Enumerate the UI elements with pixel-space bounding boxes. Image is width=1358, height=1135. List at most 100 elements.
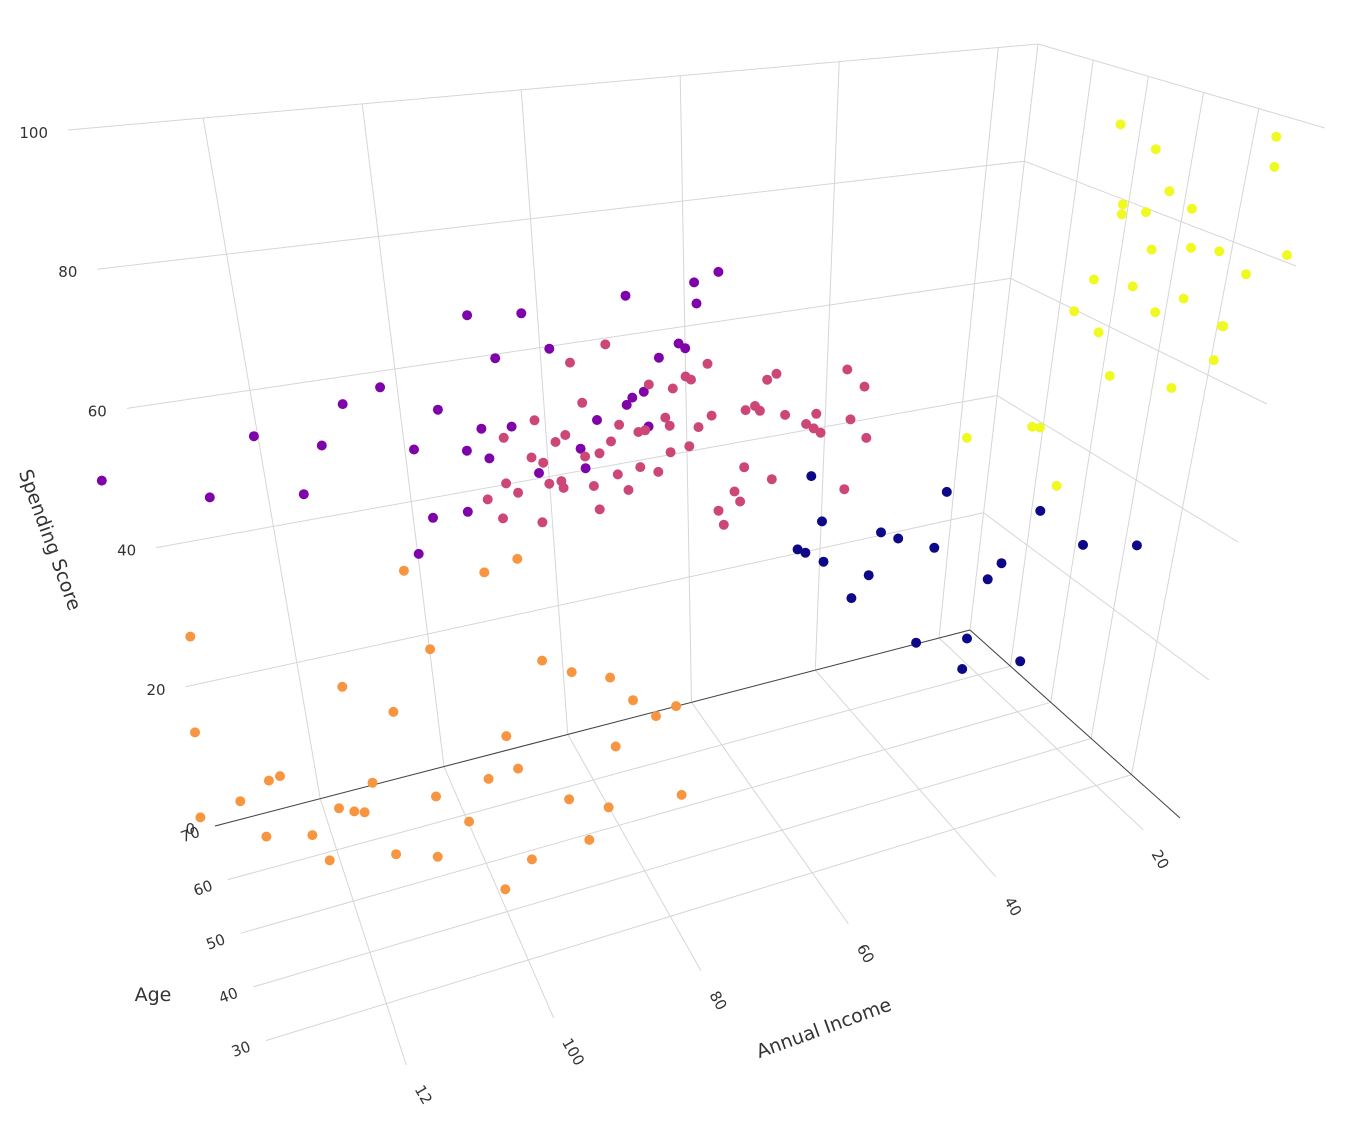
data-point-cluster-3 (628, 695, 638, 706)
data-point-cluster-3 (671, 701, 682, 712)
data-point-cluster-0 (1015, 656, 1026, 667)
data-point-cluster-4 (1150, 307, 1161, 318)
data-point-cluster-0 (982, 574, 993, 585)
gridline-floor-y (252, 737, 1092, 988)
data-point-cluster-4 (1186, 242, 1196, 253)
data-point-cluster-2 (859, 381, 870, 392)
gridline-back-x (679, 75, 693, 703)
data-point-cluster-1 (680, 343, 691, 354)
gridline-back-z (185, 512, 984, 688)
data-point-cluster-1 (691, 298, 702, 309)
gridline-floor-x (443, 766, 555, 1019)
data-point-cluster-1 (337, 399, 348, 410)
x-tick-label: 60 (853, 941, 878, 967)
data-point-cluster-0 (818, 556, 829, 567)
gridline-floor-y (227, 665, 1011, 881)
data-point-cluster-1 (476, 423, 487, 434)
data-point-cluster-1 (592, 415, 602, 425)
gridline-back-x (361, 103, 445, 767)
data-point-cluster-3 (398, 565, 409, 576)
gridline-floor-x (814, 669, 997, 878)
data-point-cluster-2 (845, 414, 856, 425)
data-point-cluster-2 (501, 478, 512, 489)
data-point-cluster-3 (359, 807, 370, 818)
data-point-cluster-2 (740, 405, 751, 416)
data-point-cluster-2 (538, 457, 549, 468)
data-point-cluster-1 (516, 308, 527, 319)
data-point-cluster-3 (263, 775, 274, 786)
data-point-cluster-0 (846, 593, 857, 604)
data-point-cluster-2 (771, 368, 782, 379)
tick-labels: 0 20 40 60 80 100 70 60 50 40 30 12 100 80 60 40 20 (19, 124, 1172, 1108)
axis-lines (214, 629, 1181, 827)
data-point-cluster-3 (605, 672, 616, 683)
data-point-cluster-4 (1241, 269, 1251, 280)
data-point-cluster-2 (606, 436, 616, 447)
data-point-cluster-1 (490, 353, 501, 364)
z-tick-label: 40 (117, 542, 136, 560)
data-point-cluster-0 (792, 544, 803, 555)
data-point-cluster-2 (811, 408, 822, 419)
data-point-cluster-1 (689, 277, 700, 288)
data-point-cluster-2 (667, 383, 678, 394)
data-point-cluster-3 (676, 789, 687, 800)
data-point-cluster-4 (1208, 355, 1219, 366)
data-point-cluster-4 (1088, 274, 1099, 285)
data-point-cluster-3 (501, 731, 512, 742)
data-point-cluster-2 (780, 409, 791, 420)
gridline-back-z (126, 277, 1011, 409)
data-point-cluster-4 (961, 432, 972, 443)
gridline-back-z (67, 43, 1039, 131)
data-point-cluster-3 (479, 567, 490, 578)
data-points (96, 119, 1292, 895)
data-point-cluster-3 (610, 741, 621, 752)
data-point-cluster-2 (643, 379, 654, 390)
data-point-cluster-1 (484, 453, 495, 464)
gridline-floor-y (240, 701, 1051, 934)
data-point-cluster-2 (684, 441, 695, 452)
data-point-cluster-3 (564, 794, 575, 805)
data-point-cluster-4 (1027, 421, 1038, 432)
data-point-cluster-0 (1035, 505, 1046, 516)
gridline-side-y (1009, 60, 1094, 667)
data-point-cluster-0 (1078, 539, 1088, 550)
data-point-cluster-2 (739, 462, 750, 473)
data-point-cluster-3 (500, 884, 511, 895)
data-point-cluster-1 (653, 352, 664, 363)
data-point-cluster-2 (526, 452, 537, 463)
data-point-cluster-0 (876, 527, 886, 538)
z-tick-label: 0 (185, 820, 195, 838)
gridline-side-z (1010, 277, 1268, 405)
data-point-cluster-3 (584, 834, 595, 845)
data-point-cluster-2 (735, 496, 746, 507)
gridline-floor-x (567, 734, 702, 972)
data-point-cluster-1 (428, 512, 438, 523)
data-point-cluster-4 (1218, 321, 1229, 332)
data-point-cluster-3 (512, 553, 523, 564)
data-point-cluster-4 (1093, 327, 1104, 338)
data-point-cluster-2 (588, 481, 599, 491)
data-point-cluster-4 (1150, 144, 1161, 155)
data-point-cluster-1 (462, 310, 473, 321)
data-point-cluster-2 (594, 504, 605, 515)
data-point-cluster-2 (633, 427, 644, 437)
x-tick-label: 40 (1000, 894, 1025, 920)
data-point-cluster-3 (261, 831, 272, 842)
z-tick-label: 20 (147, 681, 166, 699)
data-point-cluster-3 (190, 727, 200, 738)
data-point-cluster-4 (1104, 370, 1115, 381)
data-point-cluster-1 (621, 399, 632, 410)
data-point-cluster-1 (432, 404, 443, 415)
data-point-cluster-2 (702, 358, 713, 369)
gridline-back-x (202, 117, 321, 799)
gridline-side-z (1037, 43, 1326, 129)
data-point-cluster-2 (713, 505, 724, 516)
z-tick-label: 100 (19, 124, 48, 142)
data-point-cluster-2 (766, 474, 777, 485)
data-point-cluster-3 (235, 796, 246, 807)
data-point-cluster-0 (962, 633, 972, 644)
data-point-cluster-3 (526, 854, 537, 865)
data-point-cluster-2 (801, 419, 812, 429)
data-point-cluster-2 (754, 405, 765, 416)
data-point-cluster-2 (839, 484, 850, 495)
